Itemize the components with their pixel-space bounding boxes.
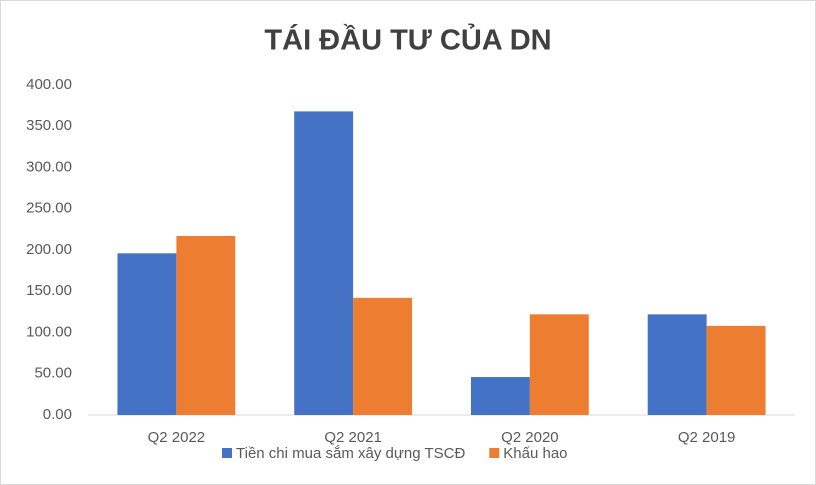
y-tick-label: 350.00	[26, 117, 72, 134]
bar	[706, 325, 766, 415]
bar	[647, 314, 707, 415]
bar	[529, 314, 589, 415]
legend-label: Tiền chi mua sắm xây dựng TSCĐ	[236, 445, 465, 462]
y-tick-label: 200.00	[26, 241, 72, 258]
x-tick-label: Q2 2019	[678, 429, 736, 446]
y-tick-label: 400.00	[26, 76, 72, 93]
legend-label: Khấu hao	[503, 445, 567, 462]
y-tick-label: 100.00	[26, 323, 72, 340]
y-tick-label: 150.00	[26, 282, 72, 299]
bar	[470, 377, 530, 415]
y-tick-label: 50.00	[34, 365, 72, 382]
legend-swatch	[489, 448, 500, 458]
x-tick-label: Q2 2020	[501, 429, 559, 446]
x-tick-label: Q2 2022	[148, 429, 206, 446]
y-tick-label: 0.00	[43, 406, 72, 423]
y-tick-label: 300.00	[26, 158, 72, 175]
bar	[294, 111, 354, 416]
x-tick-label: Q2 2021	[324, 429, 382, 446]
bar	[117, 253, 177, 415]
y-tick-label: 250.00	[26, 200, 72, 217]
bar	[176, 235, 236, 415]
chart-title: TÁI ĐẦU TƯ CỦA DN	[264, 23, 551, 57]
bar	[353, 297, 413, 415]
legend-swatch	[222, 448, 232, 458]
